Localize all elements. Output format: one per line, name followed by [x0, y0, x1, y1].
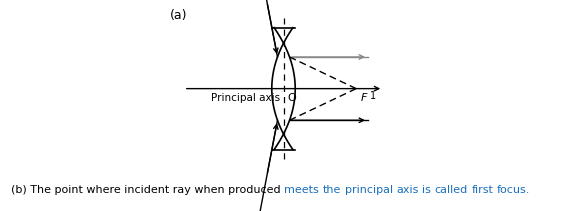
Text: (a): (a)	[170, 9, 187, 22]
Text: the: the	[323, 185, 341, 195]
Text: meets: meets	[285, 185, 319, 195]
Text: Principal axis: Principal axis	[211, 93, 280, 103]
Text: F: F	[361, 93, 367, 103]
Text: is: is	[422, 185, 431, 195]
Text: O: O	[287, 93, 296, 103]
Text: first: first	[471, 185, 493, 195]
Text: axis: axis	[396, 185, 418, 195]
Text: focus.: focus.	[497, 185, 530, 195]
Text: 1: 1	[370, 91, 376, 101]
Text: called: called	[434, 185, 468, 195]
Text: principal: principal	[345, 185, 393, 195]
Text: (b) The point where incident ray when produced: (b) The point where incident ray when pr…	[11, 185, 285, 195]
